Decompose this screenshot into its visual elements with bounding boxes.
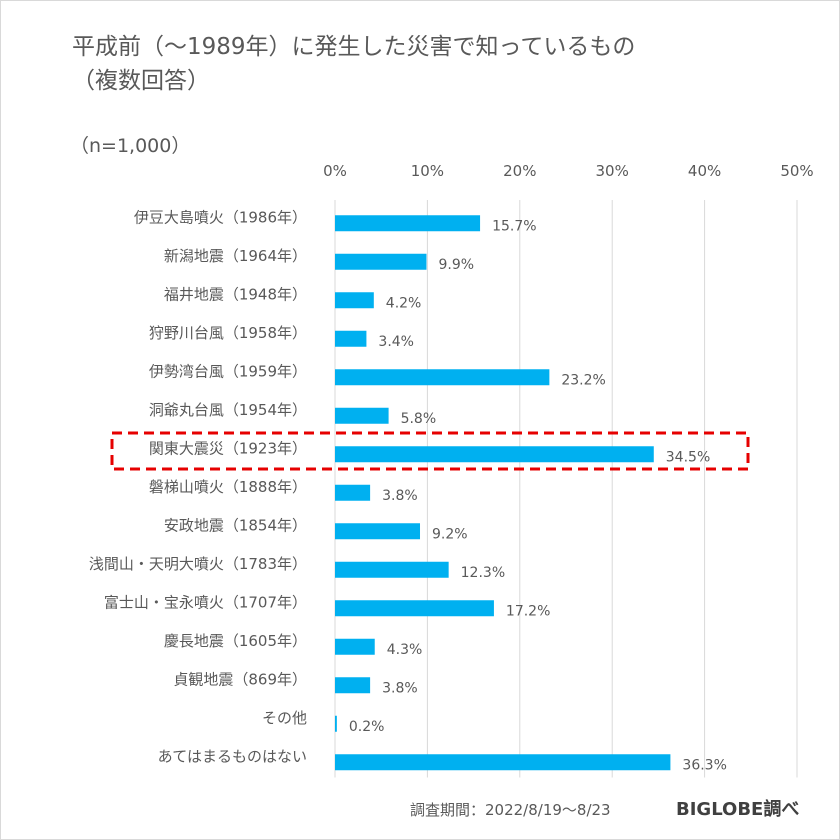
value-label: 3.8% <box>382 680 418 696</box>
bar <box>335 292 374 309</box>
survey-period: 調査期間：2022/8/19〜8/23 <box>410 801 611 819</box>
value-label: 4.3% <box>387 642 423 658</box>
x-tick-label: 50% <box>780 162 813 180</box>
value-label: 9.2% <box>432 526 468 542</box>
x-tick-label: 10% <box>411 162 444 180</box>
category-label: 慶長地震（1605年） <box>164 632 307 650</box>
value-label: 3.8% <box>382 488 418 504</box>
x-tick-label: 20% <box>503 162 536 180</box>
bar <box>335 600 494 617</box>
bar <box>335 253 427 270</box>
category-labels: 伊豆大島噴火（1986年） 新潟地震（1964年） 福井地震（1948年） 狩野川台風… <box>89 208 307 765</box>
category-label: 新潟地震（1964年） <box>164 247 307 265</box>
category-label: その他 <box>262 709 307 727</box>
value-label: 23.2% <box>561 372 605 388</box>
bar <box>335 677 371 694</box>
bar <box>335 523 421 540</box>
value-label: 3.4% <box>378 334 414 350</box>
value-label: 34.5% <box>666 449 710 465</box>
x-axis-ticks: 0% 10% 20% 30% 40% 50% <box>323 162 814 180</box>
chart-title: 平成前（〜1989年）に発生した災害で知っているもの （複数回答） <box>72 30 812 98</box>
category-label: 安政地震（1854年） <box>164 516 307 534</box>
bar <box>335 561 449 578</box>
value-label: 9.9% <box>438 257 474 273</box>
category-label: 洞爺丸台風（1954年） <box>149 401 307 419</box>
category-label: 浅間山・天明大噴火（1783年） <box>89 555 307 573</box>
category-label: 関東大震災（1923年） <box>149 439 307 457</box>
bar <box>335 638 375 655</box>
bar <box>335 484 371 501</box>
bars <box>335 215 671 771</box>
category-label: 福井地震（1948年） <box>164 285 307 303</box>
bar <box>335 215 481 232</box>
chart-title-line2: （複数回答） <box>72 68 210 94</box>
category-label: 伊豆大島噴火（1986年） <box>134 208 307 226</box>
bar <box>335 330 367 347</box>
sample-size-label: （n=1,000） <box>70 135 191 157</box>
x-tick-label: 40% <box>688 162 721 180</box>
bar <box>335 407 389 424</box>
value-label: 12.3% <box>461 565 505 581</box>
bar <box>335 446 654 463</box>
value-label: 36.3% <box>682 757 726 773</box>
brand-credit: BIGLOBE調べ <box>676 799 800 820</box>
bar <box>335 369 550 386</box>
category-label: あてはまるものはない <box>158 747 307 765</box>
category-label: 貞観地震（869年） <box>173 670 307 688</box>
value-label: 17.2% <box>506 603 550 619</box>
value-labels: 15.7% 9.9% 4.2% 3.4% 23.2% 5.8% 34.5% 3.8% 9.2% 1… <box>349 218 727 773</box>
x-tick-label: 30% <box>596 162 629 180</box>
value-label: 4.2% <box>386 295 422 311</box>
category-label: 伊勢湾台風（1959年） <box>149 362 307 380</box>
category-label: 富士山・宝永噴火（1707年） <box>104 593 307 611</box>
chart-title-line1: 平成前（〜1989年）に発生した災害で知っているもの <box>72 34 636 60</box>
bar <box>335 754 671 771</box>
value-label: 5.8% <box>401 411 437 427</box>
category-label: 狩野川台風（1958年） <box>149 324 307 342</box>
x-tick-label: 0% <box>323 162 347 180</box>
bar <box>335 715 337 732</box>
category-label: 磐梯山噴火（1888年） <box>149 478 307 496</box>
value-label: 0.2% <box>349 719 385 735</box>
value-label: 15.7% <box>492 218 536 234</box>
